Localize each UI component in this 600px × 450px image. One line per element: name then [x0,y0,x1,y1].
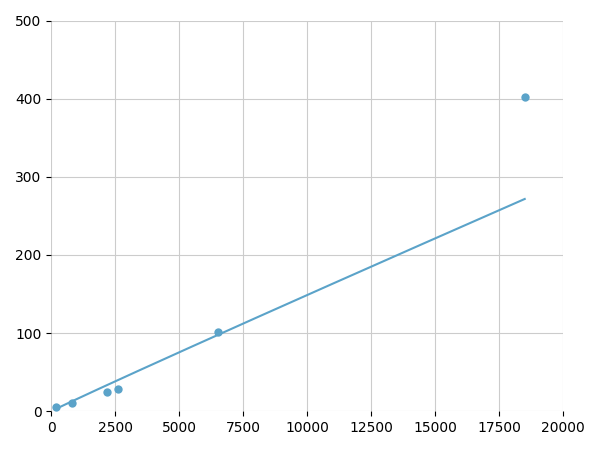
Point [113,386,122,393]
Point [213,328,223,335]
Point [67,400,76,407]
Point [520,94,530,101]
Point [52,404,61,411]
Point [103,388,112,396]
